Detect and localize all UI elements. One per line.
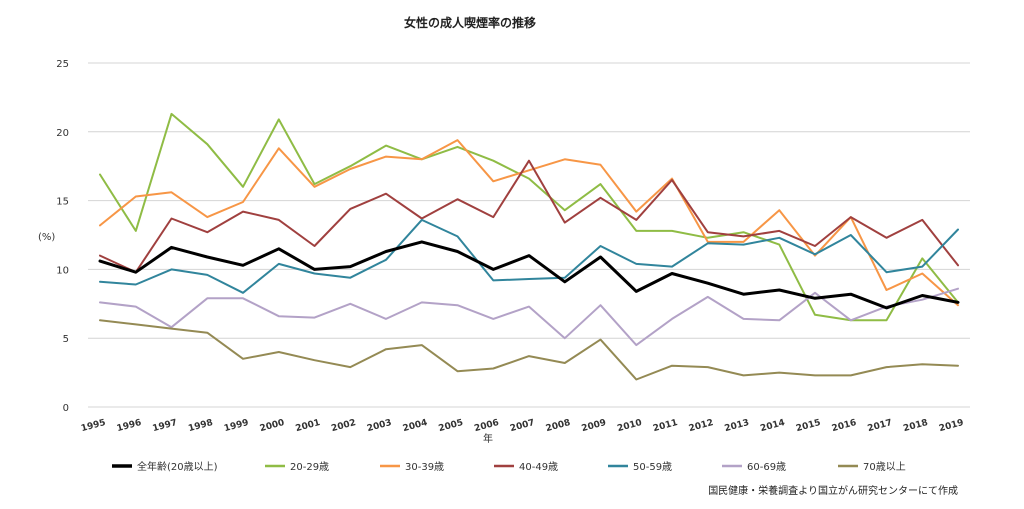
x-tick-label: 2009 (581, 418, 608, 434)
x-tick-label: 2016 (831, 418, 858, 434)
series-line (98, 240, 960, 310)
x-tick-label: 2017 (867, 418, 894, 434)
source-note: 国民健康・栄養調査より国立がん研究センターにて作成 (708, 484, 958, 497)
series-line (99, 218, 959, 294)
y-tick-label: 15 (56, 197, 69, 208)
x-tick-label: 1998 (187, 418, 214, 434)
x-tick-label: 2018 (902, 418, 929, 434)
x-tick-label: 2008 (545, 418, 572, 434)
x-axis-ticks: 1995 1996 1997 1998 1999 2000 2001 2002 2003 2004… (80, 418, 965, 434)
chart-title: 女性の成人喫煙率の推移 (404, 15, 536, 30)
x-tick-label: 2012 (688, 418, 715, 434)
x-tick-label: 1997 (152, 418, 179, 434)
legend-label: 20-29歳 (290, 461, 329, 473)
series-lines (98, 112, 960, 381)
x-tick-label: 2010 (616, 418, 643, 434)
x-axis-label: 年 (483, 432, 493, 445)
series-line (99, 319, 959, 381)
y-tick-label: 20 (56, 128, 69, 139)
x-tick-label: 2003 (366, 418, 393, 434)
legend-label: 30-39歳 (405, 461, 444, 473)
y-tick-label: 5 (63, 334, 69, 345)
y-axis-ticks: 0 5 10 15 20 25 (56, 59, 69, 414)
x-tick-label: 2013 (724, 418, 751, 434)
x-tick-label: 2001 (295, 418, 322, 434)
x-tick-label: 2011 (652, 418, 679, 434)
x-tick-label: 2014 (759, 418, 786, 434)
x-tick-label: 1996 (116, 418, 143, 434)
legend-label: 全年齢(20歳以上) (137, 460, 218, 473)
y-tick-label: 10 (56, 265, 69, 276)
x-tick-label: 2015 (795, 418, 822, 434)
legend-label: 40-49歳 (519, 461, 558, 473)
x-tick-label: 2007 (509, 418, 536, 434)
x-tick-label: 2019 (938, 418, 965, 434)
legend: 全年齢(20歳以上) 20-29歳 30-39歳 40-49歳 50-59歳 60-69歳… (112, 460, 906, 473)
series-line (99, 112, 959, 322)
series-line (99, 159, 959, 274)
x-tick-label: 2000 (259, 418, 286, 434)
legend-label: 60-69歳 (747, 461, 786, 473)
gridlines (88, 62, 970, 408)
y-tick-label: 0 (63, 403, 69, 414)
series-line (99, 139, 959, 307)
x-tick-label: 2002 (330, 418, 357, 434)
y-axis-label: (%) (38, 232, 55, 243)
x-tick-label: 2005 (438, 418, 465, 434)
x-tick-label: 1999 (223, 418, 250, 434)
y-tick-label: 25 (56, 59, 69, 70)
legend-label: 70歳以上 (863, 461, 906, 473)
x-tick-label: 2006 (473, 418, 500, 434)
legend-label: 50-59歳 (633, 461, 672, 473)
series-line (99, 287, 959, 347)
x-tick-label: 1995 (80, 418, 107, 434)
x-tick-label: 2004 (402, 418, 429, 434)
